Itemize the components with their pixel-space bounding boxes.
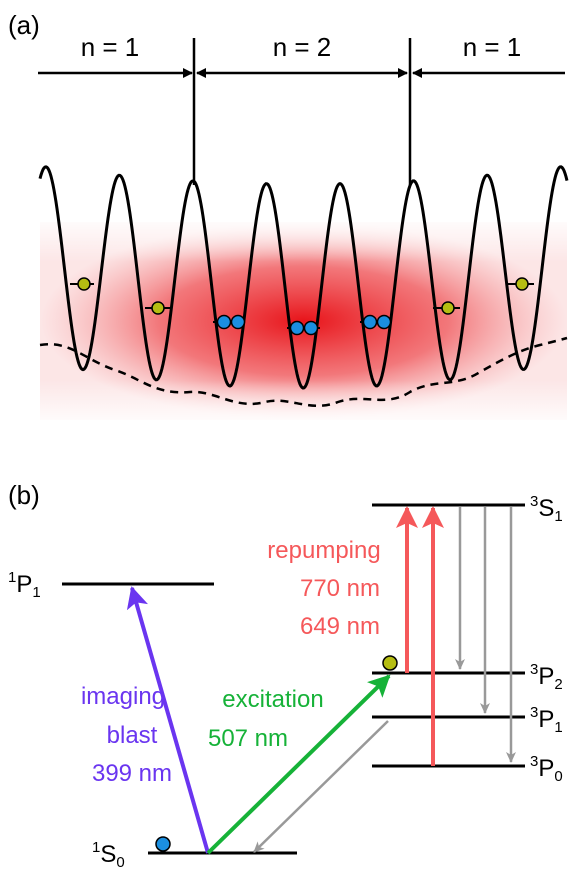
repumping-label-line2: 770 nm (300, 575, 380, 602)
imaging-label-line3: 399 nm (92, 760, 172, 787)
region-label-left: n = 1 (81, 32, 140, 62)
atom-metastable (382, 655, 398, 671)
region-label-right: n = 1 (463, 32, 522, 62)
laser-beam-fade (40, 222, 567, 420)
imaging-label-line2: blast (107, 722, 158, 749)
atom-pair (230, 314, 246, 330)
label-3P0: 3P0 (530, 753, 563, 785)
harmonic-potential-dashed (39, 336, 568, 407)
imaging-label-line1: imaging (81, 683, 165, 710)
atom-ground (155, 836, 171, 852)
atoms-single (70, 277, 534, 315)
repumping-label-line1: repumping (267, 537, 380, 564)
atom-single (441, 301, 455, 315)
atom-single (77, 277, 91, 291)
panel-b-label: (b) (8, 480, 40, 510)
panel-a-label: (a) (8, 10, 40, 40)
repumping-label-line3: 649 nm (300, 613, 380, 640)
atom-pair (362, 314, 378, 330)
region-label-center: n = 2 (273, 32, 332, 62)
label-1P1: 1P1 (8, 569, 41, 601)
label-3S1: 3S1 (530, 493, 563, 525)
atom-pair (303, 320, 319, 336)
atom-pair (376, 314, 392, 330)
excitation-arrow (206, 674, 391, 855)
atoms-pair (213, 314, 392, 336)
label-3P1: 3P1 (530, 704, 563, 736)
excitation-label-line2: 507 nm (208, 725, 288, 752)
decay-arrow-3P1-1S0 (253, 720, 389, 853)
label-3P2: 3P2 (530, 661, 563, 693)
atom-single (151, 301, 165, 315)
atom-pair (216, 314, 232, 330)
lattice-potential (38, 165, 569, 390)
excitation-label-line1: excitation (222, 686, 323, 713)
atom-pair (289, 320, 305, 336)
imaging-arrow (126, 586, 210, 854)
label-1S0: 1S0 (92, 839, 125, 871)
atom-single (515, 277, 529, 291)
